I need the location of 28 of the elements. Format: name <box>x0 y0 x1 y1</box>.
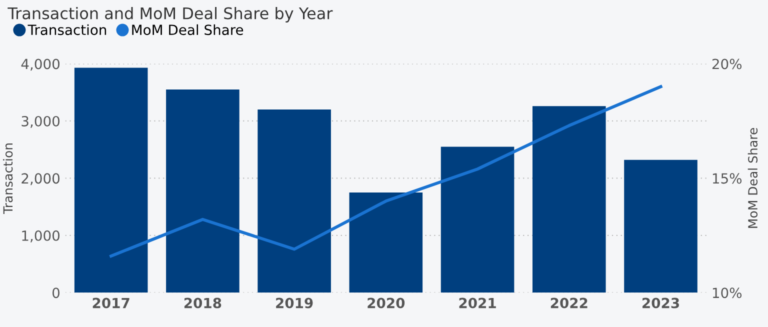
x-tick-label: 2019 <box>276 298 313 308</box>
bar <box>532 106 606 293</box>
y2-tick-label: 10% <box>712 288 742 298</box>
x-tick-label: 2018 <box>184 298 222 308</box>
y2-tick-label: 20% <box>712 58 742 70</box>
bar <box>440 146 514 293</box>
line-series <box>110 85 662 258</box>
x-tick-label: 2017 <box>92 298 130 308</box>
y-tick-label: 0 <box>52 288 60 298</box>
y-tick-label: 2,000 <box>22 173 60 186</box>
y-tick-label: 3,000 <box>22 116 60 128</box>
y-axis-title: Transaction <box>3 144 13 214</box>
x-tick-label: 2021 <box>459 298 496 308</box>
bar <box>74 68 148 293</box>
legend-label: MoM Deal Share <box>132 24 244 36</box>
bar <box>166 90 240 293</box>
x-tick-label: 2022 <box>550 298 588 308</box>
legend-label: Transaction <box>28 24 106 36</box>
y2-axis-title: MoM Deal Share <box>748 128 758 228</box>
bar <box>349 192 423 293</box>
y-tick-label: 4,000 <box>21 58 60 71</box>
bar <box>258 110 331 293</box>
chart-title: Transaction and MoM Deal Share by Year <box>8 6 333 22</box>
y2-tick-label: 15% <box>712 173 742 184</box>
bar <box>624 160 698 293</box>
x-tick-label: 2023 <box>642 298 679 308</box>
y-tick-label: 1,000 <box>22 230 60 242</box>
x-tick-label: 2020 <box>368 298 405 308</box>
